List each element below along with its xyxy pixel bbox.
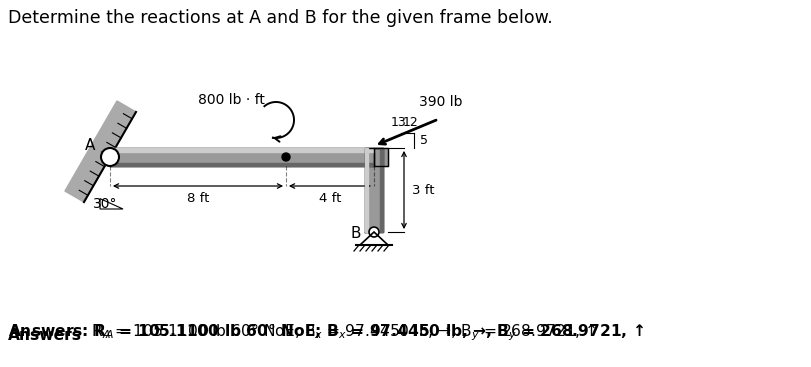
Polygon shape	[365, 148, 367, 232]
Text: B: B	[350, 226, 361, 241]
Circle shape	[281, 153, 290, 161]
Text: Answers: Answers	[8, 328, 82, 343]
Circle shape	[368, 227, 379, 237]
Polygon shape	[109, 163, 374, 166]
Circle shape	[101, 148, 119, 166]
Text: : R$_A$ = 105.1100 lb 60° NoE; B$_x$ = 97.4450 lb, →, B$_y$ = 268.9721, ↑: : R$_A$ = 105.1100 lb 60° NoE; B$_x$ = 9…	[81, 321, 596, 343]
Text: Answers: R$_A$ = 105.1100 lb 60° NoE; B$_x$ = 97.4450 lb, →, B$_y$ = 268.9721, ↑: Answers: R$_A$ = 105.1100 lb 60° NoE; B$…	[8, 322, 643, 343]
Text: 13: 13	[390, 116, 406, 128]
Text: 8 ft: 8 ft	[187, 192, 209, 205]
Text: 4 ft: 4 ft	[319, 192, 341, 205]
Polygon shape	[65, 101, 135, 202]
Polygon shape	[109, 148, 374, 152]
Text: 30°: 30°	[92, 197, 117, 211]
Text: A: A	[84, 138, 95, 153]
Text: 390 lb: 390 lb	[418, 95, 461, 109]
Polygon shape	[109, 148, 374, 166]
Polygon shape	[365, 148, 383, 232]
Text: Determine the reactions at A and B for the given frame below.: Determine the reactions at A and B for t…	[8, 9, 552, 27]
Polygon shape	[374, 148, 388, 166]
Text: 5: 5	[420, 134, 427, 147]
Text: 3 ft: 3 ft	[411, 184, 434, 196]
Text: 12: 12	[402, 116, 418, 128]
Polygon shape	[380, 148, 383, 232]
Polygon shape	[359, 232, 388, 245]
Text: 800 lb · ft: 800 lb · ft	[197, 93, 264, 107]
Polygon shape	[0, 345, 811, 367]
